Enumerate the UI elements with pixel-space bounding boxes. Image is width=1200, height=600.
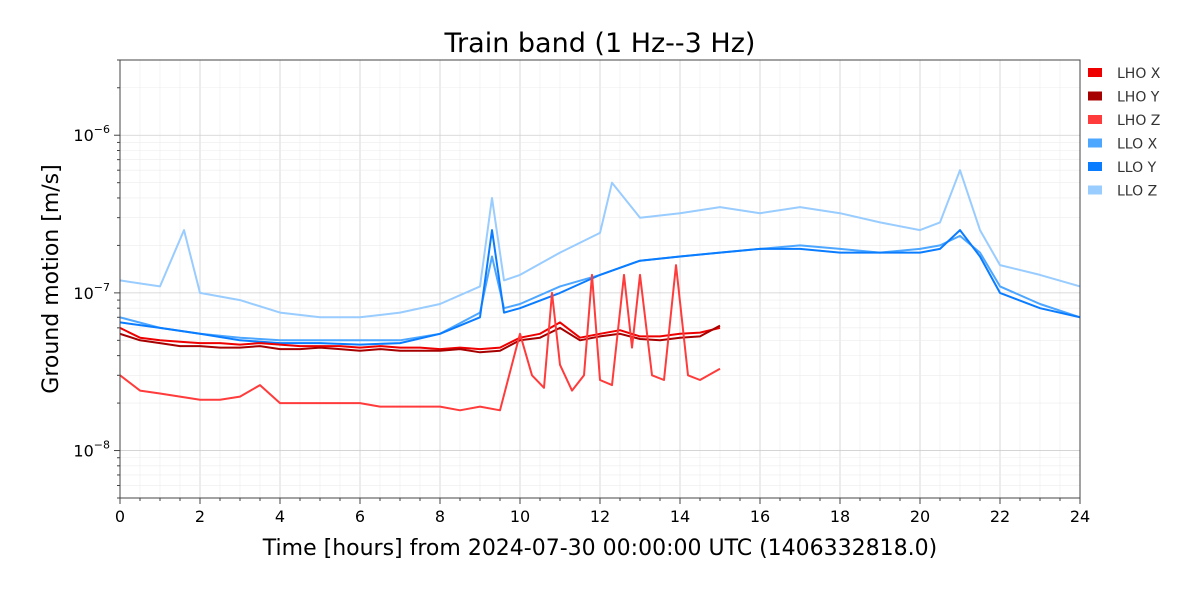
x-tick-label: 4 — [275, 507, 285, 526]
x-tick-label: 10 — [510, 507, 530, 526]
series-line-llo-y — [120, 229, 1080, 346]
x-tick-label: 20 — [910, 507, 930, 526]
legend-swatch — [1088, 115, 1102, 124]
legend-label: LHO Z — [1117, 113, 1160, 129]
x-tick-label: 16 — [750, 507, 770, 526]
series-line-lho-y — [120, 324, 721, 354]
legend-label: LLO Z — [1117, 184, 1157, 200]
legend-swatch — [1088, 185, 1102, 195]
series-line-lho-x — [120, 321, 721, 351]
y-tick-label: 10−8 — [73, 439, 110, 461]
chart-title: Train band (1 Hz--3 Hz) — [444, 28, 756, 59]
y-axis: 10−8 10−7 10−6 — [73, 59, 120, 499]
y-tick-label: 10−6 — [73, 123, 110, 145]
x-tick-label: 0 — [115, 507, 125, 526]
x-tick-label: 6 — [355, 507, 365, 526]
x-tick-label: 8 — [435, 507, 445, 526]
legend-label: LHO X — [1117, 66, 1161, 82]
x-tick-label: 14 — [670, 507, 690, 526]
legend-swatch — [1088, 68, 1102, 77]
legend: LHO X LHO Y LHO Z LLO X LLO Y LLO Z — [1088, 66, 1161, 200]
series-line-llo-z — [120, 169, 1080, 319]
x-tick-label: 18 — [830, 507, 850, 526]
x-tick-label: 12 — [590, 507, 610, 526]
x-tick-label: 24 — [1070, 507, 1090, 526]
legend-swatch — [1088, 91, 1102, 101]
legend-label: LHO Y — [1117, 90, 1160, 106]
x-tick-label: 2 — [195, 507, 205, 526]
legend-label: LLO X — [1117, 137, 1158, 153]
plot-area — [120, 169, 1080, 412]
y-axis-label: Ground motion [m/s] — [39, 164, 64, 393]
legend-swatch — [1088, 162, 1102, 171]
x-tick-label: 22 — [990, 507, 1010, 526]
x-axis-label: Time [hours] from 2024-07-30 00:00:00 UT… — [262, 536, 937, 561]
series-line-lho-z — [120, 264, 721, 412]
x-axis: 0 2 4 6 8 10 12 14 16 18 20 22 24 — [115, 498, 1090, 526]
legend-label: LLO Y — [1117, 160, 1157, 176]
y-tick-label: 10−7 — [73, 281, 110, 303]
legend-swatch — [1088, 138, 1102, 148]
grid — [119, 59, 1081, 499]
